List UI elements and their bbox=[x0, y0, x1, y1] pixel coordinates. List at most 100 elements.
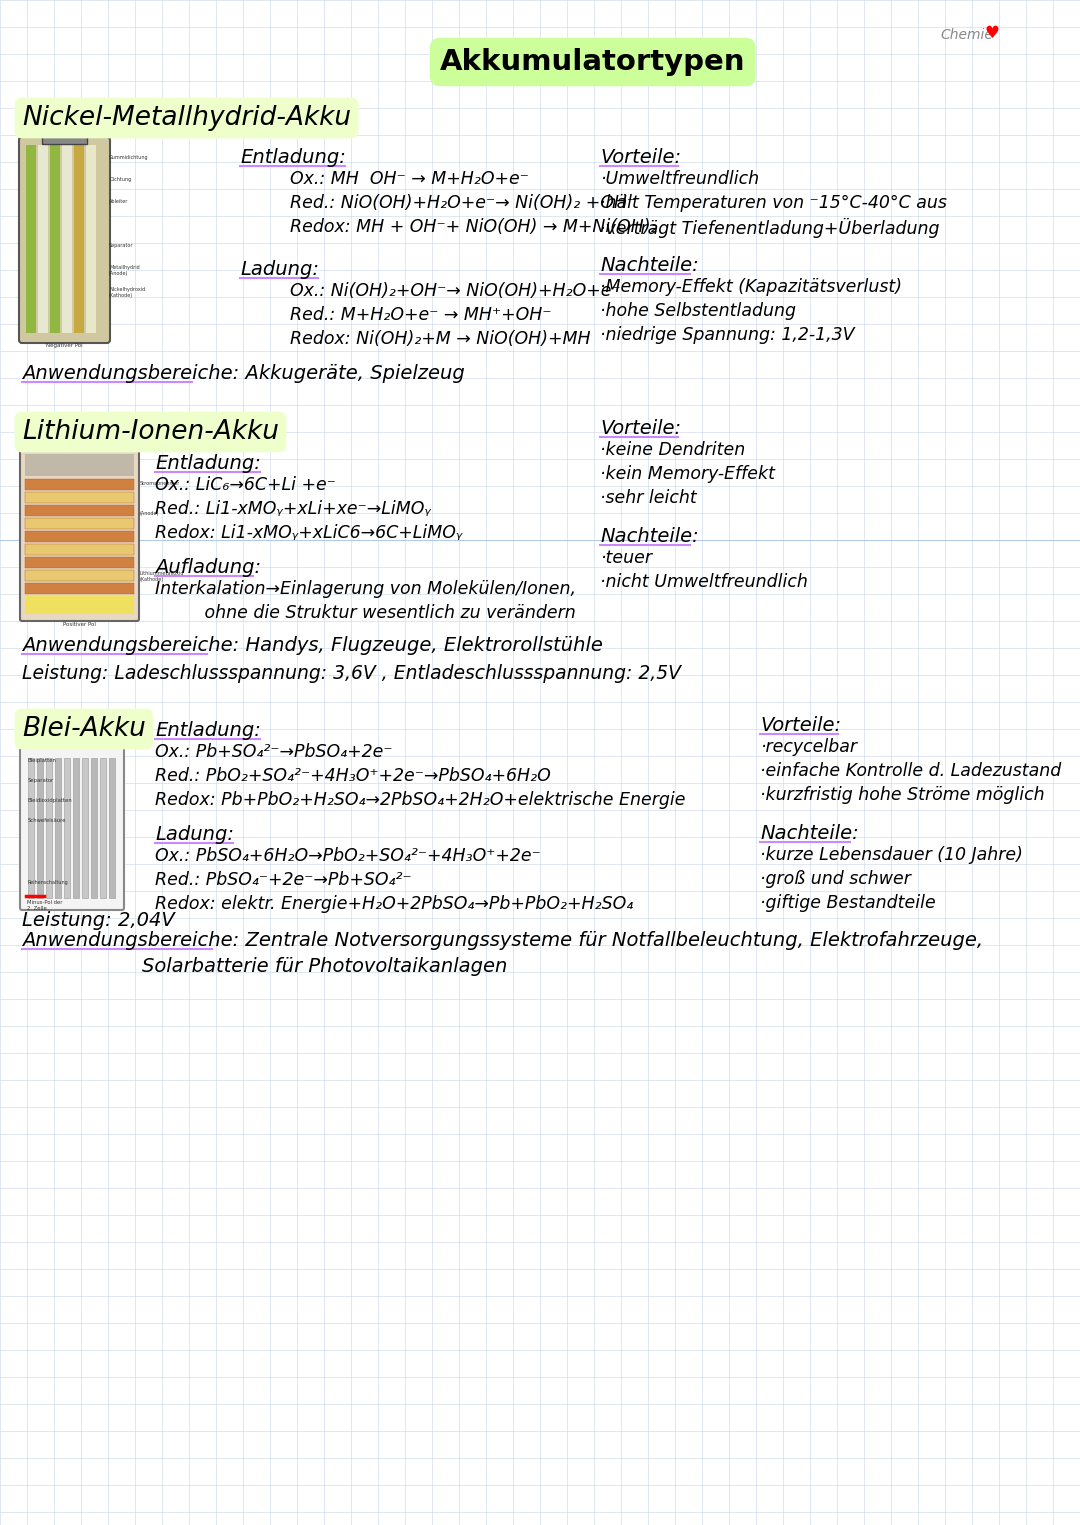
Bar bbox=[109, 758, 114, 898]
Text: Akkumulatortypen: Akkumulatortypen bbox=[440, 47, 745, 76]
Text: Nachteile:: Nachteile: bbox=[600, 256, 699, 274]
Bar bbox=[75, 145, 84, 332]
Text: Interkalation→Einlagerung von Molekülen/Ionen,: Interkalation→Einlagerung von Molekülen/… bbox=[156, 580, 576, 598]
Text: Leistung: Ladeschlussspannung: 3,6V , Entladeschlussspannung: 2,5V: Leistung: Ladeschlussspannung: 3,6V , En… bbox=[22, 663, 681, 683]
Text: ·recycelbar: ·recycelbar bbox=[760, 738, 858, 756]
Text: Positiver Pol: Positiver Pol bbox=[48, 122, 80, 127]
Bar bbox=[26, 145, 36, 332]
Text: Red.: PbO₂+SO₄²⁻+4H₃O⁺+2e⁻→PbSO₄+6H₂O: Red.: PbO₂+SO₄²⁻+4H₃O⁺+2e⁻→PbSO₄+6H₂O bbox=[156, 767, 551, 785]
Bar bbox=[25, 505, 134, 515]
FancyBboxPatch shape bbox=[19, 137, 110, 343]
Bar bbox=[25, 557, 134, 567]
Text: Negativer Pol: Negativer Pol bbox=[45, 343, 82, 348]
Text: Anwendungsbereiche: Zentrale Notversorgungssysteme für Notfallbeleuchtung, Elekt: Anwendungsbereiche: Zentrale Notversorgu… bbox=[22, 930, 983, 950]
Text: ·einfache Kontrolle d. Ladezustand: ·einfache Kontrolle d. Ladezustand bbox=[760, 762, 1062, 779]
FancyBboxPatch shape bbox=[21, 448, 139, 621]
Text: ·verträgt Tiefenentladung+Überladung: ·verträgt Tiefenentladung+Überladung bbox=[600, 218, 940, 238]
Text: Entladung:: Entladung: bbox=[156, 721, 261, 740]
Text: Redox: Ni(OH)₂+M → NiO(OH)+MH: Redox: Ni(OH)₂+M → NiO(OH)+MH bbox=[291, 329, 591, 348]
Text: Ox.: LiC₆→6C+Li +e⁻: Ox.: LiC₆→6C+Li +e⁻ bbox=[156, 476, 336, 494]
Bar bbox=[25, 493, 134, 503]
Bar bbox=[25, 583, 134, 595]
Text: ·hält Temperaturen von ⁻15°C-40°C aus: ·hält Temperaturen von ⁻15°C-40°C aus bbox=[600, 194, 947, 212]
Text: Anwendungsbereiche: Akkugeräte, Spielzeug: Anwendungsbereiche: Akkugeräte, Spielzeu… bbox=[22, 364, 464, 383]
Text: Red.: NiO(OH)+H₂O+e⁻→ Ni(OH)₂ +OH⁻: Red.: NiO(OH)+H₂O+e⁻→ Ni(OH)₂ +OH⁻ bbox=[291, 194, 636, 212]
Text: Gummidichtung: Gummidichtung bbox=[109, 156, 149, 160]
Text: ·Memory-Effekt (Kapazitätsverlust): ·Memory-Effekt (Kapazitätsverlust) bbox=[600, 278, 902, 296]
Text: Dichtung: Dichtung bbox=[109, 177, 132, 181]
Text: (Anode): (Anode) bbox=[140, 511, 160, 515]
Bar bbox=[46, 758, 52, 898]
Text: Minus-Pol der
2. Zelle: Minus-Pol der 2. Zelle bbox=[27, 900, 63, 910]
Bar bbox=[62, 145, 72, 332]
Text: Ox.: Ni(OH)₂+OH⁻→ NiO(OH)+H₂O+e⁻: Ox.: Ni(OH)₂+OH⁻→ NiO(OH)+H₂O+e⁻ bbox=[291, 282, 621, 300]
Bar bbox=[25, 596, 134, 615]
Text: Redox: Li1-xMOᵧ+xLiC6→6C+LiMOᵧ: Redox: Li1-xMOᵧ+xLiC6→6C+LiMOᵧ bbox=[156, 525, 462, 541]
Text: ·sehr leicht: ·sehr leicht bbox=[600, 490, 697, 506]
Bar bbox=[55, 758, 60, 898]
Text: Ox.: Pb+SO₄²⁻→PbSO₄+2e⁻: Ox.: Pb+SO₄²⁻→PbSO₄+2e⁻ bbox=[156, 743, 392, 761]
Bar bbox=[86, 145, 96, 332]
Bar bbox=[25, 479, 134, 490]
Text: Blei-Akku: Blei-Akku bbox=[22, 717, 146, 743]
Bar bbox=[52, 127, 77, 134]
Text: Anwendungsbereiche: Handys, Flugzeuge, Elektrorollstühle: Anwendungsbereiche: Handys, Flugzeuge, E… bbox=[22, 636, 603, 656]
Text: Ox.: PbSO₄+6H₂O→PbO₂+SO₄²⁻+4H₃O⁺+2e⁻: Ox.: PbSO₄+6H₂O→PbO₂+SO₄²⁻+4H₃O⁺+2e⁻ bbox=[156, 846, 541, 865]
Bar bbox=[91, 758, 97, 898]
Bar bbox=[25, 518, 134, 529]
Text: ·groß und schwer: ·groß und schwer bbox=[760, 869, 910, 888]
Text: ·nicht Umweltfreundlich: ·nicht Umweltfreundlich bbox=[600, 573, 808, 592]
Text: Ladung:: Ladung: bbox=[156, 825, 234, 843]
Bar bbox=[25, 570, 134, 581]
Text: Negativer Pol: Negativer Pol bbox=[60, 442, 97, 448]
Text: Nachteile:: Nachteile: bbox=[600, 528, 699, 546]
Bar bbox=[73, 758, 79, 898]
Text: ·hohe Selbstentladung: ·hohe Selbstentladung bbox=[600, 302, 796, 320]
Text: Nachteile:: Nachteile: bbox=[760, 824, 859, 843]
Text: Lithiummetalloxid
(Kathode): Lithiummetalloxid (Kathode) bbox=[140, 570, 185, 583]
Bar bbox=[50, 145, 60, 332]
Text: ohne die Struktur wesentlich zu verändern: ohne die Struktur wesentlich zu veränder… bbox=[156, 604, 576, 622]
Text: Positiver Pol: Positiver Pol bbox=[63, 622, 95, 627]
Bar bbox=[64, 758, 70, 898]
Text: Entladung:: Entladung: bbox=[240, 148, 346, 168]
Text: Metallhydrid
(Anode): Metallhydrid (Anode) bbox=[109, 265, 139, 276]
Text: Separator: Separator bbox=[28, 778, 54, 782]
Text: Entladung:: Entladung: bbox=[156, 454, 261, 473]
Bar bbox=[38, 145, 48, 332]
Text: Redox: Pb+PbO₂+H₂SO₄→2PbSO₄+2H₂O+elektrische Energie: Redox: Pb+PbO₂+H₂SO₄→2PbSO₄+2H₂O+elektri… bbox=[156, 791, 686, 808]
Bar bbox=[100, 758, 106, 898]
Text: Red.: M+H₂O+e⁻ → MH⁺+OH⁻: Red.: M+H₂O+e⁻ → MH⁺+OH⁻ bbox=[291, 307, 552, 323]
Text: Nickelhydroxid
(Kathode): Nickelhydroxid (Kathode) bbox=[109, 287, 145, 297]
Bar bbox=[28, 758, 33, 898]
Text: Aufladung:: Aufladung: bbox=[156, 558, 261, 576]
Text: Ox.: MH  OH⁻ → M+H₂O+e⁻: Ox.: MH OH⁻ → M+H₂O+e⁻ bbox=[291, 169, 529, 188]
Text: Nickel-Metallhydrid-Akku: Nickel-Metallhydrid-Akku bbox=[22, 105, 351, 131]
Text: ·Umweltfreundlich: ·Umweltfreundlich bbox=[600, 169, 759, 188]
Text: Redox: elektr. Energie+H₂O+2PbSO₄→Pb+PbO₂+H₂SO₄: Redox: elektr. Energie+H₂O+2PbSO₄→Pb+PbO… bbox=[156, 895, 633, 913]
Bar bbox=[37, 758, 43, 898]
Text: Ableiter: Ableiter bbox=[109, 198, 129, 204]
Text: ·kurze Lebensdauer (10 Jahre): ·kurze Lebensdauer (10 Jahre) bbox=[760, 846, 1023, 865]
Text: Bleidioxidplatten: Bleidioxidplatten bbox=[28, 798, 72, 804]
Text: Ladung:: Ladung: bbox=[240, 259, 319, 279]
Text: ·niedrige Spannung: 1,2-1,3V: ·niedrige Spannung: 1,2-1,3V bbox=[600, 326, 854, 345]
Text: Stromabnehmer: Stromabnehmer bbox=[140, 480, 180, 486]
Text: Lithium-Ionen-Akku: Lithium-Ionen-Akku bbox=[22, 419, 279, 445]
Text: Separator: Separator bbox=[109, 242, 134, 249]
Text: ·keine Dendriten: ·keine Dendriten bbox=[600, 441, 745, 459]
Text: Red.: PbSO₄⁻+2e⁻→Pb+SO₄²⁻: Red.: PbSO₄⁻+2e⁻→Pb+SO₄²⁻ bbox=[156, 871, 411, 889]
Text: Reihenschaltung: Reihenschaltung bbox=[27, 880, 68, 884]
Bar bbox=[42, 133, 87, 143]
Text: Schwefelsäure: Schwefelsäure bbox=[28, 817, 67, 824]
Text: Vorteile:: Vorteile: bbox=[600, 419, 681, 438]
Text: Red.: Li1-xMOᵧ+xLi+xe⁻→LiMOᵧ: Red.: Li1-xMOᵧ+xLi+xe⁻→LiMOᵧ bbox=[156, 500, 431, 519]
Bar bbox=[25, 454, 134, 476]
Text: ·kein Memory-Effekt: ·kein Memory-Effekt bbox=[600, 465, 775, 483]
Text: ·giftige Bestandteile: ·giftige Bestandteile bbox=[760, 894, 935, 912]
Text: Vorteile:: Vorteile: bbox=[600, 148, 681, 168]
Bar bbox=[25, 531, 134, 541]
Text: ·kurzfristig hohe Ströme möglich: ·kurzfristig hohe Ströme möglich bbox=[760, 785, 1044, 804]
Text: ♥: ♥ bbox=[985, 24, 1000, 43]
Text: Solarbatterie für Photovoltaikanlagen: Solarbatterie für Photovoltaikanlagen bbox=[141, 958, 508, 976]
